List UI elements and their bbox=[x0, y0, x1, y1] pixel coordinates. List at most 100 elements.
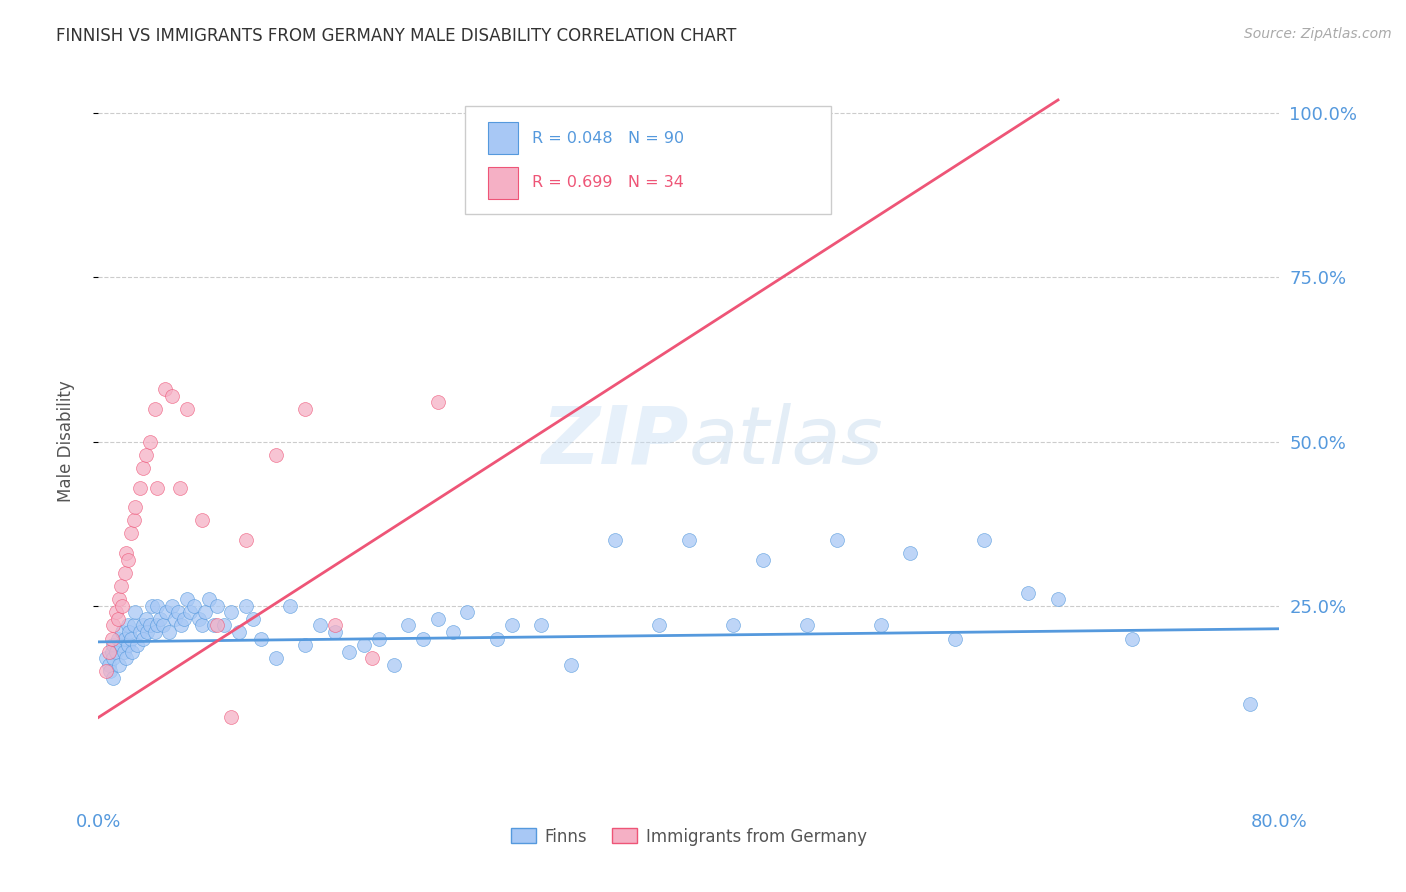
Y-axis label: Male Disability: Male Disability bbox=[56, 381, 75, 502]
Point bbox=[368, 632, 391, 646]
Legend: Finns, Immigrants from Germany: Finns, Immigrants from Germany bbox=[505, 821, 873, 852]
Point bbox=[146, 618, 169, 632]
Point bbox=[294, 401, 316, 416]
Point bbox=[501, 618, 523, 632]
Point bbox=[360, 651, 382, 665]
Point bbox=[205, 599, 228, 613]
Point bbox=[1046, 592, 1070, 607]
Point bbox=[212, 618, 235, 632]
Point bbox=[120, 632, 142, 646]
Point bbox=[103, 638, 125, 652]
Point bbox=[103, 651, 125, 665]
Point bbox=[135, 612, 157, 626]
Point bbox=[1121, 632, 1143, 646]
Point bbox=[228, 625, 250, 640]
Point bbox=[943, 632, 966, 646]
Point bbox=[94, 651, 117, 665]
Point bbox=[280, 599, 302, 613]
Point bbox=[176, 401, 198, 416]
Point bbox=[155, 605, 177, 619]
Point bbox=[900, 546, 922, 560]
Point bbox=[135, 448, 157, 462]
Point bbox=[107, 632, 129, 646]
Point bbox=[427, 395, 450, 409]
Point bbox=[103, 671, 125, 685]
Point bbox=[162, 599, 183, 613]
Point bbox=[173, 612, 195, 626]
Point bbox=[382, 657, 405, 672]
Point bbox=[152, 618, 174, 632]
Point bbox=[723, 618, 745, 632]
Point bbox=[648, 618, 671, 632]
Point bbox=[120, 526, 142, 541]
Point bbox=[108, 657, 131, 672]
Point bbox=[825, 533, 848, 547]
Point bbox=[146, 599, 169, 613]
Point bbox=[183, 599, 205, 613]
Point bbox=[486, 632, 509, 646]
Bar bbox=[488, 122, 517, 154]
Point bbox=[605, 533, 627, 547]
Point bbox=[105, 605, 128, 619]
Point bbox=[398, 618, 420, 632]
Point bbox=[153, 382, 176, 396]
Point bbox=[141, 599, 163, 613]
Point bbox=[117, 618, 139, 632]
Point bbox=[136, 625, 159, 640]
Text: Source: ZipAtlas.com: Source: ZipAtlas.com bbox=[1244, 27, 1392, 41]
Point bbox=[169, 481, 191, 495]
Point bbox=[796, 618, 818, 632]
Point bbox=[125, 638, 148, 652]
Point bbox=[221, 605, 243, 619]
Point bbox=[441, 625, 464, 640]
Bar bbox=[488, 167, 517, 199]
Point bbox=[457, 605, 479, 619]
Point bbox=[118, 625, 141, 640]
Point bbox=[132, 460, 155, 475]
Text: FINNISH VS IMMIGRANTS FROM GERMANY MALE DISABILITY CORRELATION CHART: FINNISH VS IMMIGRANTS FROM GERMANY MALE … bbox=[56, 27, 737, 45]
Point bbox=[121, 645, 143, 659]
Point bbox=[132, 632, 155, 646]
Point bbox=[235, 599, 257, 613]
Point bbox=[1018, 585, 1040, 599]
Point bbox=[128, 625, 150, 640]
Point bbox=[221, 710, 243, 724]
Point bbox=[264, 651, 287, 665]
Point bbox=[294, 638, 316, 652]
Point bbox=[1239, 698, 1261, 712]
Point bbox=[427, 612, 450, 626]
Point bbox=[353, 638, 375, 652]
Point bbox=[112, 645, 135, 659]
Point bbox=[678, 533, 700, 547]
Point bbox=[122, 618, 145, 632]
Point bbox=[97, 657, 120, 672]
Point bbox=[114, 566, 136, 580]
Point bbox=[560, 657, 582, 672]
Point bbox=[339, 645, 361, 659]
Point bbox=[124, 605, 146, 619]
Point bbox=[146, 481, 169, 495]
Point bbox=[139, 618, 162, 632]
Point bbox=[870, 618, 893, 632]
Point bbox=[94, 665, 117, 679]
Text: ZIP: ZIP bbox=[541, 402, 689, 481]
Point bbox=[117, 553, 139, 567]
Point bbox=[191, 513, 214, 527]
Point bbox=[107, 612, 129, 626]
Point bbox=[179, 605, 201, 619]
Point bbox=[143, 625, 166, 640]
Point bbox=[111, 599, 134, 613]
Point bbox=[198, 592, 221, 607]
Point bbox=[176, 592, 198, 607]
Point bbox=[412, 632, 434, 646]
Point bbox=[98, 665, 121, 679]
Point bbox=[111, 625, 134, 640]
Point bbox=[191, 618, 214, 632]
Point bbox=[165, 612, 187, 626]
Point bbox=[97, 645, 120, 659]
Point bbox=[202, 618, 225, 632]
Point bbox=[124, 500, 146, 515]
Point bbox=[530, 618, 553, 632]
FancyBboxPatch shape bbox=[464, 105, 831, 214]
Point bbox=[973, 533, 995, 547]
